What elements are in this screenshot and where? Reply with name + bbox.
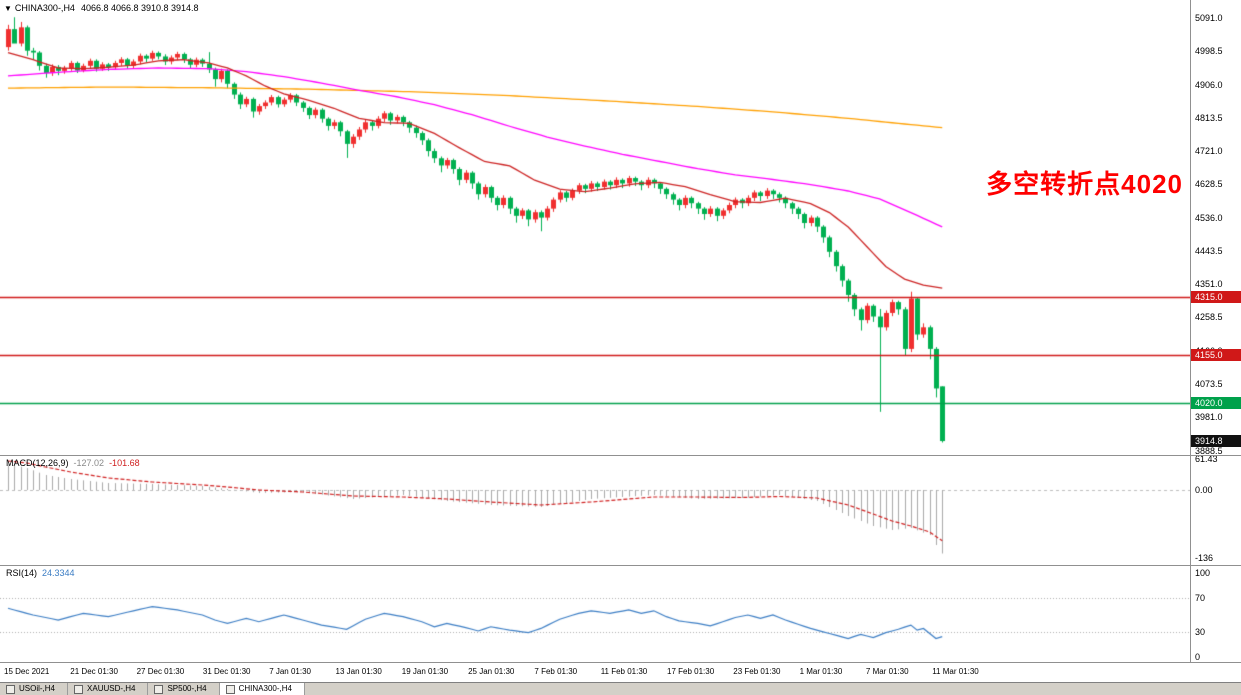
time-tick-label: 25 Jan 01:30: [468, 667, 515, 676]
chart-tab-label: USOil-,H4: [19, 684, 56, 693]
time-tick-label: 17 Feb 01:30: [667, 667, 715, 676]
time-tick-label: 13 Jan 01:30: [335, 667, 382, 676]
hline-price-badge: 4020.0: [1191, 397, 1241, 410]
chart-tab-icon: [154, 685, 164, 694]
price-scale[interactable]: 5091.0 4998.5 4906.0 4813.5 4721.0 4628.5 4536…: [1191, 0, 1241, 682]
chart-tab-xauusd-h4[interactable]: XAUUSD-,H4: [68, 683, 149, 695]
macd-signal-value: -101.68: [109, 458, 140, 468]
price-macd-separator: [0, 455, 1241, 456]
rsi-label-text: RSI(14): [6, 568, 38, 578]
rsi-indicator-label: RSI(14) 24.3344: [6, 568, 75, 578]
price-tick-label: 4351.0: [1195, 279, 1223, 290]
hline-price-badge: 4155.0: [1191, 348, 1241, 361]
chart-ohlc-values: 4066.8 4066.8 3910.8 3914.8: [80, 3, 199, 13]
rsi-tick-label: 100: [1195, 568, 1211, 578]
price-tick-label: 4906.0: [1195, 79, 1223, 90]
macd-indicator-canvas[interactable]: [0, 455, 1190, 565]
scale-separator: [1190, 0, 1191, 662]
chart-tab-label: XAUUSD-,H4: [87, 684, 136, 693]
macd-label-text: MACD(12,26,9): [6, 458, 69, 468]
macd-rsi-separator: [0, 565, 1241, 566]
price-tick-label: 4813.5: [1195, 112, 1223, 123]
time-tick-label: 23 Feb 01:30: [733, 667, 781, 676]
price-chart-canvas[interactable]: [0, 0, 1190, 455]
chart-title: CHINA300-,H4: [14, 3, 75, 13]
chart-header: ▼ CHINA300-,H4 4066.8 4066.8 3910.8 3914.8: [4, 3, 199, 13]
time-tick-label: 7 Jan 01:30: [269, 667, 311, 676]
time-tick-label: 1 Mar 01:30: [799, 667, 843, 676]
rsi-tick-label: 0: [1195, 652, 1201, 662]
time-tick-label: 11 Feb 01:30: [600, 667, 648, 676]
macd-indicator-label: MACD(12,26,9) -127.02 -101.68: [6, 458, 140, 468]
price-tick-label: 4258.5: [1195, 312, 1223, 323]
macd-tick-label: 0.00: [1195, 485, 1213, 495]
price-tick-label: 3888.5: [1195, 445, 1223, 456]
rsi-tick-label: 30: [1195, 626, 1206, 637]
chart-menu-arrow-icon[interactable]: ▼: [4, 4, 12, 13]
time-tick-label: 21 Dec 01:30: [70, 667, 118, 676]
rsi-tick-label: 70: [1195, 593, 1206, 604]
price-tick-label: 4536.0: [1195, 212, 1223, 223]
time-axis[interactable]: 15 Dec 2021 21 Dec 01:30 27 Dec 01:30 31 De…: [0, 663, 1190, 682]
chart-tab-usoil-h4[interactable]: USOil-,H4: [0, 683, 69, 695]
price-tick-label: 5091.0: [1195, 12, 1223, 23]
time-tick-label: 19 Jan 01:30: [401, 667, 449, 676]
current-price-badge: 3914.8: [1191, 435, 1241, 448]
price-tick-label: 4073.5: [1195, 378, 1223, 389]
chart-tabs-bar: USOil-,H4 XAUUSD-,H4 SP500-,H4 CHINA300-,H4: [0, 682, 1241, 695]
macd-tick-label: -136: [1195, 553, 1214, 563]
price-tick-label: 4721.0: [1195, 146, 1223, 157]
price-tick-label: 3981.0: [1195, 412, 1223, 423]
price-tick-label: 4998.5: [1195, 46, 1223, 57]
time-tick-label: 27 Dec 01:30: [136, 667, 185, 676]
hline-price-badge: 4315.0: [1191, 291, 1241, 304]
chart-tab-label: CHINA300-,H4: [238, 684, 292, 693]
time-tick-label: 31 Dec 01:30: [202, 667, 251, 676]
chart-tab-china300-h4[interactable]: CHINA300-,H4: [219, 683, 305, 695]
time-tick-label: 15 Dec 2021: [4, 667, 50, 676]
rsi-indicator-canvas[interactable]: [0, 565, 1190, 662]
price-tick-label: 4443.5: [1195, 245, 1223, 256]
chart-tab-icon: [225, 685, 235, 694]
chart-tab-label: SP500-,H4: [167, 684, 207, 693]
price-tick-label: 4628.5: [1195, 179, 1223, 190]
time-tick-label: 11 Mar 01:30: [932, 667, 979, 676]
chart-tab-icon: [6, 685, 15, 694]
chart-tab-icon: [74, 685, 84, 694]
macd-tick-label: 61.43: [1195, 454, 1218, 465]
time-tick-label: 7 Mar 01:30: [865, 667, 909, 676]
rsi-value: 24.3344: [42, 568, 75, 578]
rsi-timeaxis-separator: [0, 662, 1241, 663]
chart-annotation-text: 多空转折点4020: [986, 169, 1183, 199]
time-tick-label: 7 Feb 01:30: [534, 667, 578, 676]
chart-tab-sp500-h4[interactable]: SP500-,H4: [148, 683, 220, 695]
macd-main-value: -127.02: [73, 458, 105, 468]
